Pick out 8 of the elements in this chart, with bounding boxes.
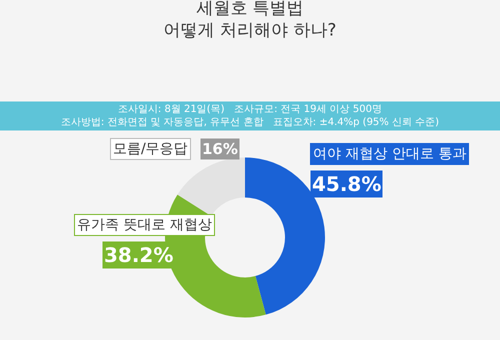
- data-label: 38.2%: [104, 243, 174, 267]
- data-label: 45.8%: [312, 172, 382, 196]
- slice-label: 모름/무응답: [113, 141, 188, 157]
- slice-label: 유가족 뜻대로 재협상: [77, 217, 212, 233]
- chart-title: 세월호 특별법 어떻게 처리해야 하나?: [164, 0, 336, 41]
- data-label: 16%: [202, 140, 238, 158]
- chart-subtitle: 조사일시: 8월 21일(목) 조사규모: 전국 19세 이상 500명 조사방법: 전화면접 및 자동응답, 유무선 혼합 표집오차: ±4.4%p (95% 신뢰 수준): [60, 104, 440, 128]
- slice-label: 여야 재협상 안대로 통과: [313, 146, 466, 162]
